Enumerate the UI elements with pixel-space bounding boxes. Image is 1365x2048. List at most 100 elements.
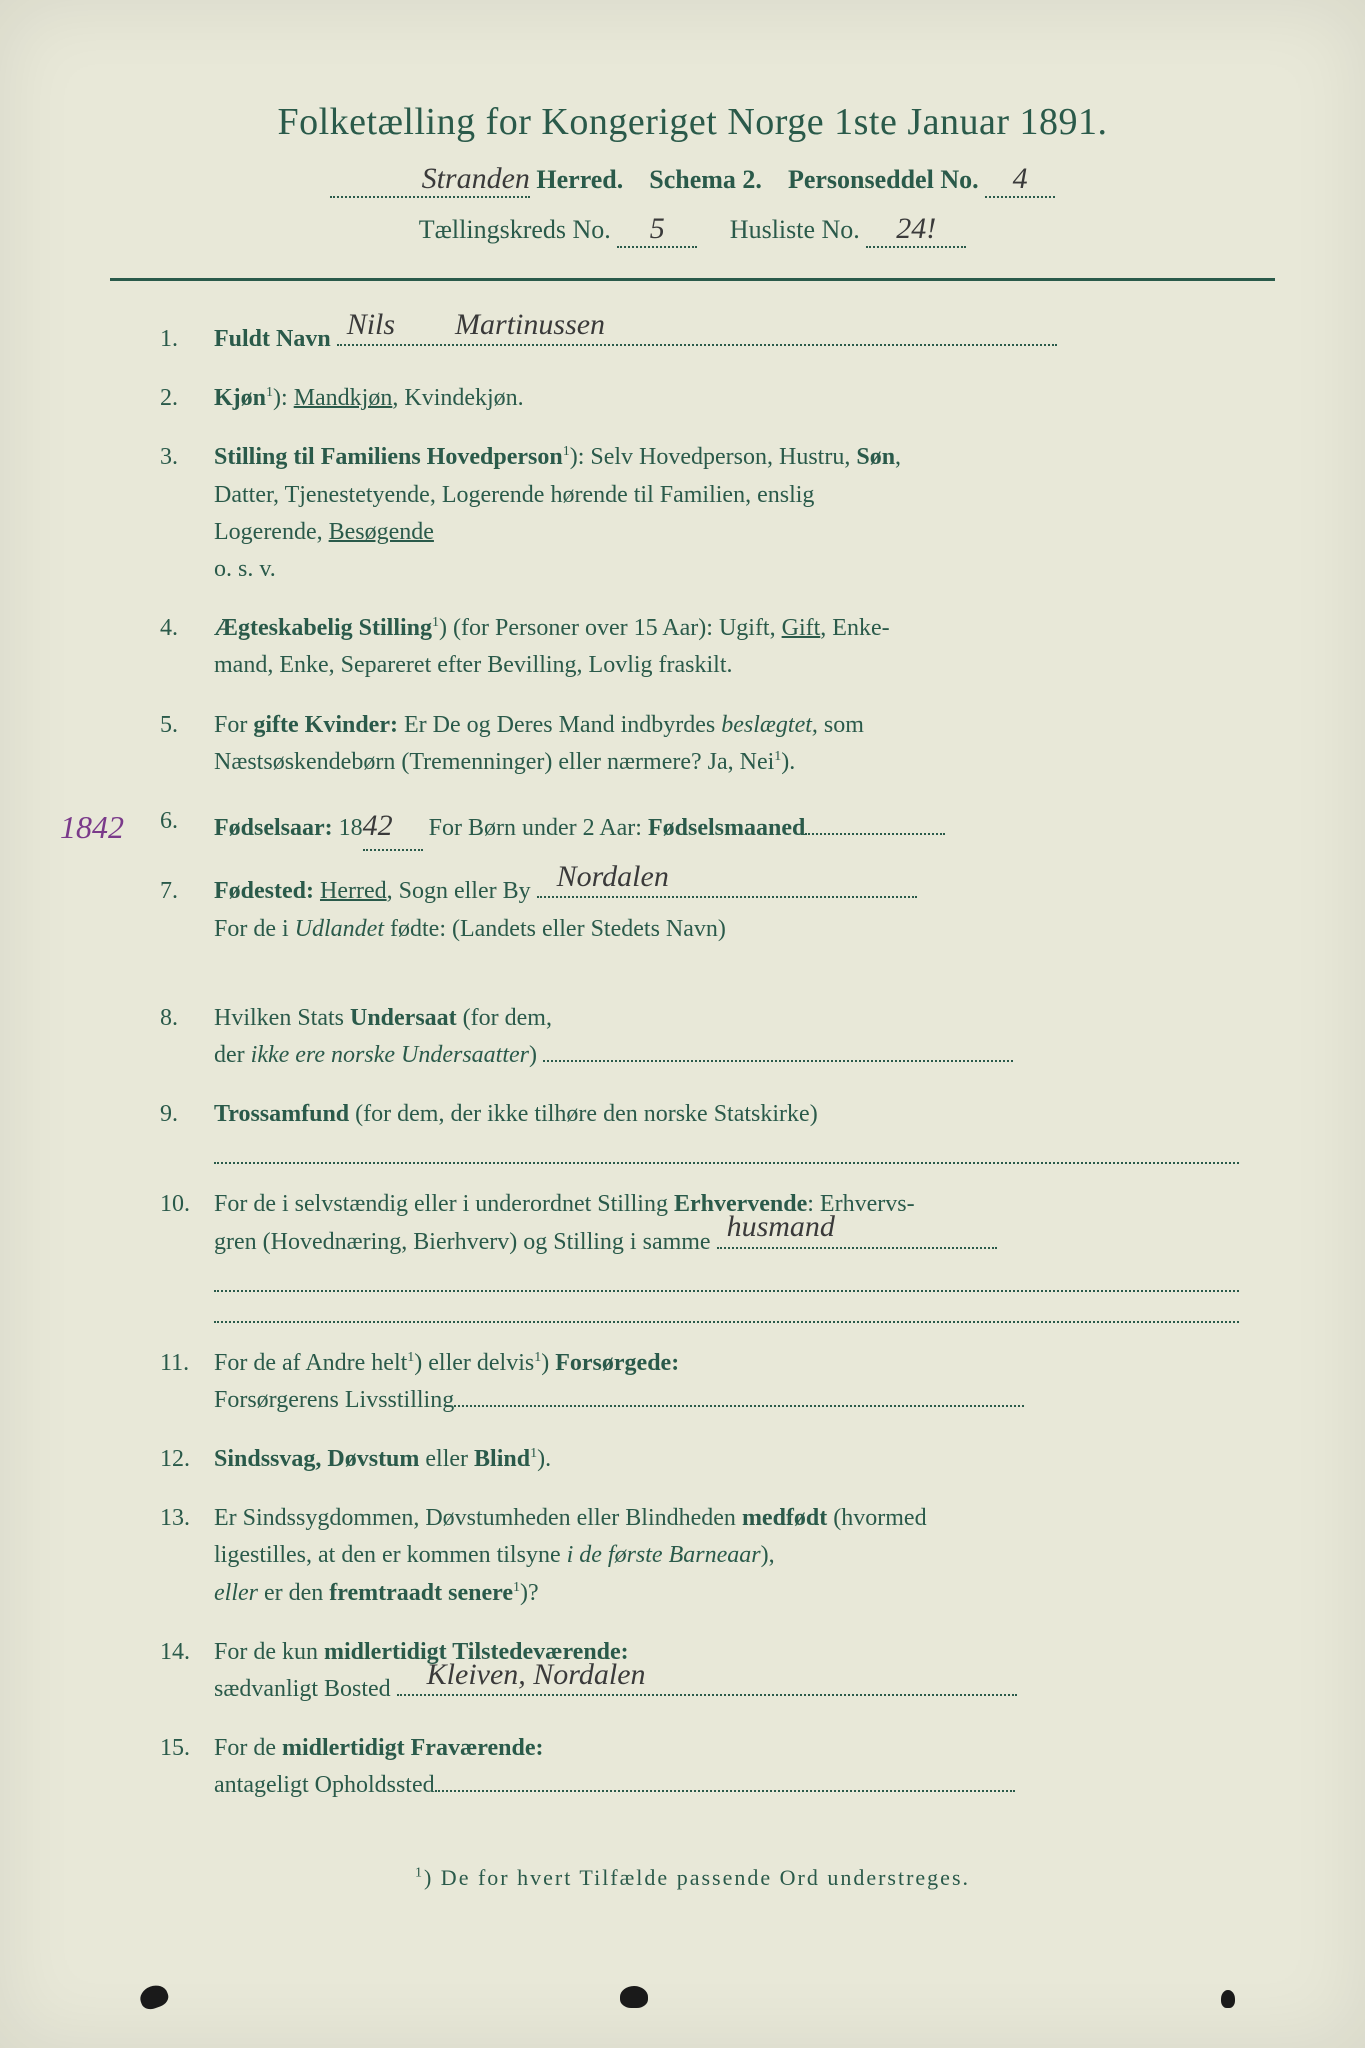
item-11-texta: For de af Andre helt xyxy=(214,1350,407,1376)
item-10-texta: For de i selvstændig eller i underordnet… xyxy=(214,1191,674,1217)
item-12-label2: Blind xyxy=(474,1446,530,1472)
item-6-year: 42 xyxy=(363,809,393,842)
item-num: 6. xyxy=(160,803,208,840)
item-4-line2: mand, Enke, Separeret efter Bevilling, L… xyxy=(214,652,733,678)
item-14: 14. For de kun midlertidigt Tilstedevære… xyxy=(160,1634,1245,1708)
herred-value: Stranden xyxy=(422,162,530,195)
item-8-italic: ikke ere norske Undersaatter xyxy=(251,1042,529,1068)
item-num: 7. xyxy=(160,873,208,910)
item-7-label: Fødested: xyxy=(214,878,314,904)
item-num: 2. xyxy=(160,380,208,417)
item-3: 3. Stilling til Familiens Hovedperson1):… xyxy=(160,439,1245,588)
item-13-textb: (hvormed xyxy=(827,1505,926,1531)
item-6: 1842 6. Fødselsaar: 1842 For Børn under … xyxy=(160,803,1245,852)
item-num: 10. xyxy=(160,1186,208,1223)
item-6-margin-note: 1842 xyxy=(60,803,124,853)
sup: 1 xyxy=(563,444,570,459)
item-5-text2: som xyxy=(818,712,864,738)
item-5-italic: beslægtet, xyxy=(721,712,818,738)
item-6-label: Fødselsaar: xyxy=(214,815,333,841)
item-13-label: medfødt xyxy=(742,1505,827,1531)
item-11-textc: ) xyxy=(541,1350,555,1376)
spacer xyxy=(160,970,1245,1000)
item-12-end: ). xyxy=(537,1446,551,1472)
item-2: 2. Kjøn1): Mandkjøn, Kvindekjøn. xyxy=(160,380,1245,417)
item-12-texta: eller xyxy=(419,1446,474,1472)
item-5-line2: Næstsøskendebørn (Tremenninger) eller næ… xyxy=(214,749,774,775)
item-6-prefix: 18 xyxy=(333,815,363,841)
husliste-label: Husliste No. xyxy=(730,215,860,244)
item-1-value: Nils Martinussen xyxy=(347,302,605,349)
item-11-textb: ) eller delvis xyxy=(414,1350,534,1376)
item-1: 1. Fuldt Navn Nils Martinussen xyxy=(160,321,1245,358)
item-7-herred: Herred xyxy=(320,878,387,904)
header-row-2: Tællingskreds No. 5 Husliste No. 24! xyxy=(110,212,1275,248)
item-num: 14. xyxy=(160,1634,208,1671)
item-num: 15. xyxy=(160,1730,208,1767)
footnote: 1) De for hvert Tilfælde passende Ord un… xyxy=(110,1865,1275,1891)
item-8-texta: Hvilken Stats xyxy=(214,1005,350,1031)
item-12-label: Sindssvag, Døvstum xyxy=(214,1446,419,1472)
item-2-selected: Mandkjøn xyxy=(294,385,393,411)
item-3-label: Stilling til Familiens Hovedperson xyxy=(214,444,563,470)
item-9: 9. Trossamfund (for dem, der ikke tilhør… xyxy=(160,1096,1245,1164)
personseddel-value: 4 xyxy=(1013,162,1028,195)
item-15-texta: For de xyxy=(214,1735,282,1761)
item-8-label: Undersaat xyxy=(350,1005,457,1031)
item-13-line3a: er den xyxy=(258,1580,329,1606)
personseddel-label: Personseddel No. xyxy=(788,165,979,194)
item-7-italic: Udlandet xyxy=(295,916,384,942)
header-row-1: Stranden Herred. Schema 2. Personseddel … xyxy=(110,162,1275,198)
ink-blot xyxy=(137,1982,171,2012)
kreds-label: Tællingskreds No. xyxy=(419,215,611,244)
item-8-textb: (for dem, xyxy=(457,1005,552,1031)
item-num: 5. xyxy=(160,707,208,744)
item-num: 4. xyxy=(160,610,208,647)
item-13-italic: i de første Barneaar xyxy=(567,1542,761,1568)
kreds-value: 5 xyxy=(650,212,665,245)
sup-1: 1 xyxy=(266,385,273,400)
item-5-labelb: gifte Kvinder: xyxy=(253,712,398,738)
item-3-line3a: Logerende, xyxy=(214,519,329,545)
item-num: 9. xyxy=(160,1096,208,1133)
item-4-gift: Gift xyxy=(782,615,821,641)
sup: 1 xyxy=(513,1580,520,1595)
item-3-line4: o. s. v. xyxy=(214,556,276,582)
item-13-line3bold: fremtraadt senere xyxy=(329,1580,513,1606)
item-9-text: (for dem, der ikke tilhøre den norske St… xyxy=(349,1101,818,1127)
item-11-line2: Forsørgerens Livsstilling xyxy=(214,1387,454,1413)
item-6-text: For Børn under 2 Aar: xyxy=(423,815,648,841)
item-5-end: ). xyxy=(781,749,795,775)
item-13-line3italic: eller xyxy=(214,1580,258,1606)
item-15-label: midlertidigt Fraværende: xyxy=(282,1735,544,1761)
item-3-besogende: Besøgende xyxy=(329,519,434,545)
item-10-line2: gren (Hovednæring, Bierhverv) og Stillin… xyxy=(214,1229,711,1255)
footnote-sup: 1 xyxy=(415,1865,424,1880)
ink-blot xyxy=(620,1986,648,2008)
item-4: 4. Ægteskabelig Stilling1) (for Personer… xyxy=(160,610,1245,684)
item-9-label: Trossamfund xyxy=(214,1101,349,1127)
ink-blot xyxy=(1221,1990,1235,2008)
item-6-label2: Fødselsmaaned xyxy=(648,815,805,841)
item-4-texta: (for Personer over 15 Aar): Ugift, xyxy=(447,615,782,641)
item-13-line3b: )? xyxy=(520,1580,539,1606)
document-page: Folketælling for Kongeriget Norge 1ste J… xyxy=(0,0,1365,2048)
item-5-labela: For xyxy=(214,712,253,738)
item-5: 5. For gifte Kvinder: Er De og Deres Man… xyxy=(160,707,1245,781)
item-4-textb: , Enke- xyxy=(820,615,889,641)
census-title: Folketælling for Kongeriget Norge 1ste J… xyxy=(110,100,1275,144)
item-15: 15. For de midlertidigt Fraværende: anta… xyxy=(160,1730,1245,1804)
item-5-text: Er De og Deres Mand indbyrdes xyxy=(398,712,721,738)
item-14-value: Kleiven, Nordalen xyxy=(427,1652,646,1699)
item-8-line2b: ) xyxy=(529,1042,537,1068)
header-divider xyxy=(110,278,1275,281)
item-11: 11. For de af Andre helt1) eller delvis1… xyxy=(160,1345,1245,1419)
item-1-label: Fuldt Navn xyxy=(214,326,331,352)
footnote-text: ) De for hvert Tilfælde passende Ord und… xyxy=(424,1865,970,1890)
item-13-texta: Er Sindssygdommen, Døvstumheden eller Bl… xyxy=(214,1505,742,1531)
item-num: 3. xyxy=(160,439,208,476)
item-13: 13. Er Sindssygdommen, Døvstumheden elle… xyxy=(160,1500,1245,1612)
item-8: 8. Hvilken Stats Undersaat (for dem, der… xyxy=(160,1000,1245,1074)
item-12: 12. Sindssvag, Døvstum eller Blind1). xyxy=(160,1441,1245,1478)
herred-label: Herred. xyxy=(536,165,623,194)
